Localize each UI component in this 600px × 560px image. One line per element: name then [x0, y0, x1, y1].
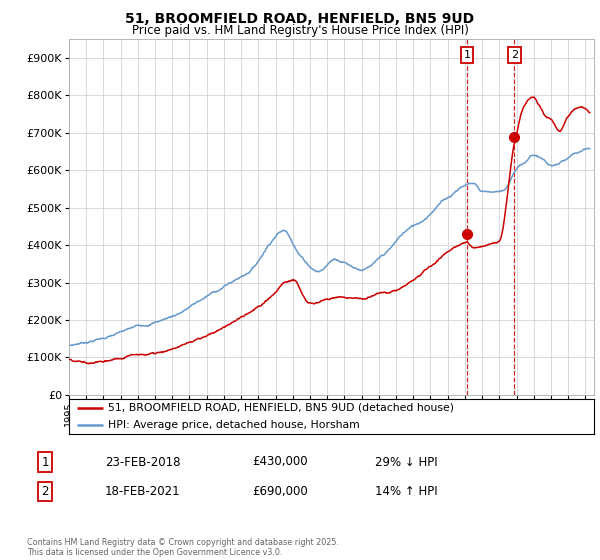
Text: £690,000: £690,000 [252, 485, 308, 498]
Text: 2: 2 [41, 485, 49, 498]
Text: 23-FEB-2018: 23-FEB-2018 [105, 455, 181, 469]
Text: 29% ↓ HPI: 29% ↓ HPI [375, 455, 437, 469]
Text: 2: 2 [511, 50, 518, 60]
Text: 1: 1 [41, 455, 49, 469]
Text: Contains HM Land Registry data © Crown copyright and database right 2025.
This d: Contains HM Land Registry data © Crown c… [27, 538, 339, 557]
Text: 51, BROOMFIELD ROAD, HENFIELD, BN5 9UD: 51, BROOMFIELD ROAD, HENFIELD, BN5 9UD [125, 12, 475, 26]
Text: £430,000: £430,000 [252, 455, 308, 469]
Text: 18-FEB-2021: 18-FEB-2021 [105, 485, 181, 498]
Text: 1: 1 [463, 50, 470, 60]
Text: 51, BROOMFIELD ROAD, HENFIELD, BN5 9UD (detached house): 51, BROOMFIELD ROAD, HENFIELD, BN5 9UD (… [109, 403, 454, 413]
Text: HPI: Average price, detached house, Horsham: HPI: Average price, detached house, Hors… [109, 420, 360, 430]
Text: Price paid vs. HM Land Registry's House Price Index (HPI): Price paid vs. HM Land Registry's House … [131, 24, 469, 36]
Text: 14% ↑ HPI: 14% ↑ HPI [375, 485, 437, 498]
